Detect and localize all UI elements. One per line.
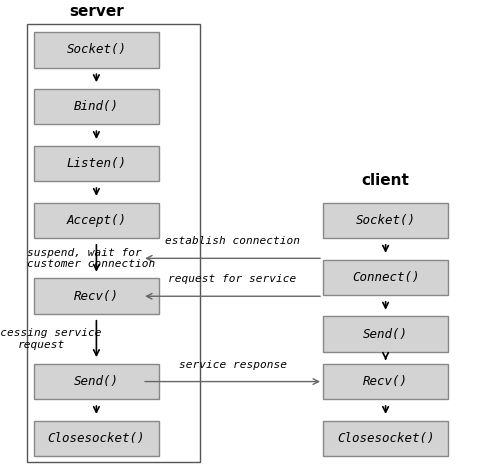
FancyBboxPatch shape xyxy=(323,317,448,352)
FancyBboxPatch shape xyxy=(34,279,159,314)
FancyBboxPatch shape xyxy=(34,32,159,67)
Text: suspend, wait for
customer connection: suspend, wait for customer connection xyxy=(27,247,156,269)
Text: establish connection: establish connection xyxy=(165,237,300,246)
Text: Bind(): Bind() xyxy=(74,100,119,113)
Text: processing service
request: processing service request xyxy=(0,328,102,350)
Text: Recv(): Recv() xyxy=(363,375,408,388)
Text: client: client xyxy=(362,173,410,188)
FancyBboxPatch shape xyxy=(323,421,448,456)
FancyBboxPatch shape xyxy=(34,203,159,238)
Text: Recv(): Recv() xyxy=(74,290,119,303)
Text: Connect(): Connect() xyxy=(352,271,419,284)
Text: server: server xyxy=(69,4,124,19)
Text: Socket(): Socket() xyxy=(356,214,415,227)
FancyBboxPatch shape xyxy=(323,203,448,238)
Text: Closesocket(): Closesocket() xyxy=(48,432,145,445)
Text: service response: service response xyxy=(178,360,287,370)
FancyBboxPatch shape xyxy=(323,260,448,295)
Text: Send(): Send() xyxy=(363,328,408,341)
Text: Closesocket(): Closesocket() xyxy=(337,432,434,445)
Text: request for service: request for service xyxy=(168,274,297,284)
FancyBboxPatch shape xyxy=(323,364,448,399)
Text: Accept(): Accept() xyxy=(67,214,126,227)
Text: Socket(): Socket() xyxy=(67,43,126,56)
FancyBboxPatch shape xyxy=(34,89,159,124)
FancyBboxPatch shape xyxy=(34,146,159,181)
Text: Send(): Send() xyxy=(74,375,119,388)
Text: Listen(): Listen() xyxy=(67,157,126,170)
FancyBboxPatch shape xyxy=(34,421,159,456)
FancyBboxPatch shape xyxy=(34,364,159,399)
